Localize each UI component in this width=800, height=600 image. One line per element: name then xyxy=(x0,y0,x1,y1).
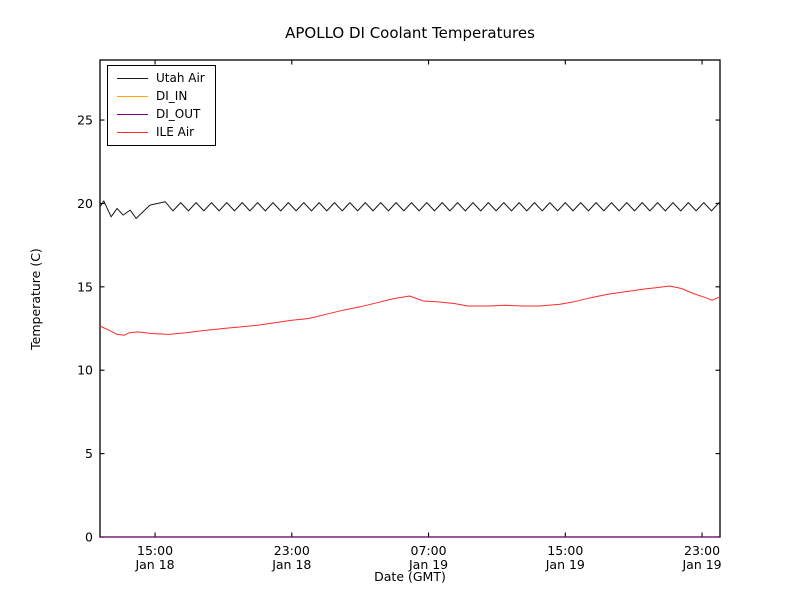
legend-line-sample xyxy=(117,113,148,115)
legend-item-di-in: DI_IN xyxy=(117,87,205,105)
x-tick-label: 07:00 Jan 19 xyxy=(408,543,448,572)
x-tick-label: 15:00 Jan 19 xyxy=(545,543,585,572)
legend-line-sample xyxy=(117,131,148,133)
legend-line-sample xyxy=(117,95,148,97)
legend-label: Utah Air xyxy=(156,71,205,85)
y-tick-label: 20 xyxy=(77,196,93,211)
legend-label: DI_IN xyxy=(156,89,188,103)
y-tick-label: 5 xyxy=(85,446,93,461)
legend-item-ile-air: ILE Air xyxy=(117,123,205,141)
series-line-ile-air xyxy=(99,285,721,336)
legend: Utah Air DI_IN DI_OUT ILE Air xyxy=(107,65,216,146)
legend-label: ILE Air xyxy=(156,125,195,139)
x-axis-label: Date (GMT) xyxy=(374,569,446,584)
y-axis-label: Temperature (C) xyxy=(28,248,43,350)
y-tick-label: 10 xyxy=(77,363,93,378)
y-tick-label: 25 xyxy=(77,113,93,128)
chart-title: APOLLO DI Coolant Temperatures xyxy=(285,24,535,42)
legend-line-sample xyxy=(117,77,148,79)
series-line-utah-air xyxy=(99,200,721,219)
legend-item-utah-air: Utah Air xyxy=(117,69,205,87)
x-tick-label: 23:00 Jan 18 xyxy=(271,543,311,572)
legend-label: DI_OUT xyxy=(156,107,201,121)
legend-item-di-out: DI_OUT xyxy=(117,105,205,123)
x-tick-label: 23:00 Jan 19 xyxy=(681,543,721,572)
y-tick-label: 15 xyxy=(77,279,93,294)
x-tick-label: 15:00 Jan 18 xyxy=(134,543,174,572)
y-tick-label: 0 xyxy=(85,530,93,545)
